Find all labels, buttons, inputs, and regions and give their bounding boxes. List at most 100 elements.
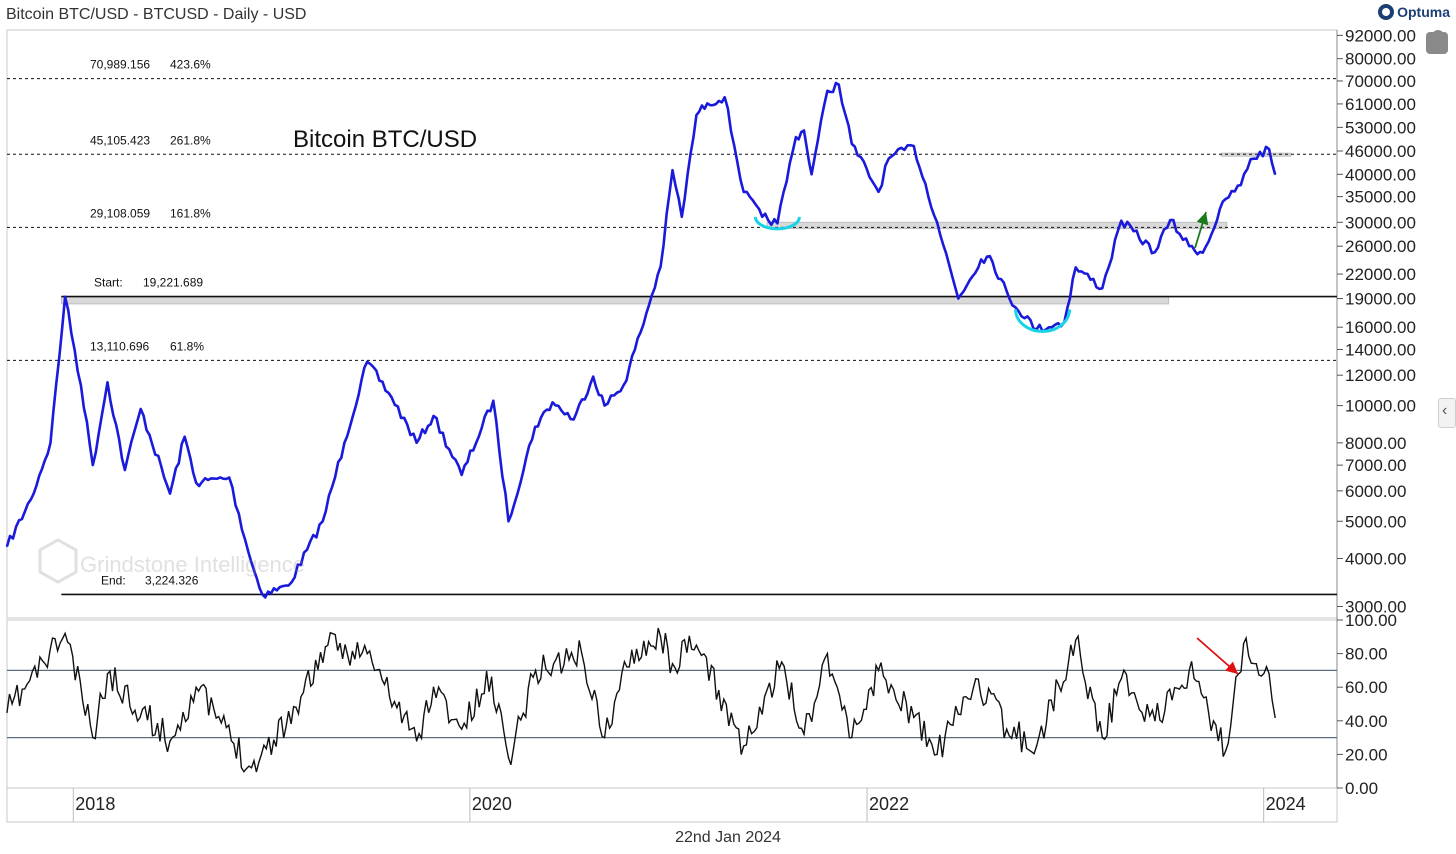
price-point [1074,266,1077,269]
watermark: Grindstone Intelligence [38,538,305,584]
rsi-point [6,711,8,714]
price-point [1154,251,1156,253]
price-y-tick-label: 6000.00 [1345,482,1406,501]
rsi-point [490,676,493,678]
rsi-point [671,662,674,665]
price-point [366,361,369,363]
cup-marker-2022 [1014,309,1072,333]
price-point [639,331,642,334]
price-point [261,593,264,596]
price-point [343,442,346,444]
rsi-point [761,713,763,715]
rsi-point [826,652,829,655]
rsi-point [250,767,253,769]
rsi-point [603,736,606,739]
rsi-point [743,745,745,747]
price-point [1120,219,1123,222]
price-y-tick-label: 61000.00 [1345,95,1416,114]
annotations [753,211,1239,675]
price-point [795,136,797,138]
lock-icon[interactable] [1426,30,1448,54]
price-point [64,295,66,298]
rsi-point [1242,642,1245,645]
brand-name: Optuma [1397,4,1450,20]
rsi-y-tick-label: 20.00 [1345,745,1388,764]
rsi-point [851,736,853,739]
series-layer [5,81,1277,773]
price-y-tick-label: 10000.00 [1345,397,1416,416]
time-axis-frame [6,787,1338,823]
rsi-point [534,669,537,672]
price-point [124,469,126,471]
price-point [887,157,890,160]
price-y-tick-label: 16000.00 [1345,318,1416,337]
price-point [1169,219,1172,221]
price-point [742,191,745,193]
optuma-logo-icon [1378,4,1395,20]
level-value: 19,221.689 [143,276,203,290]
chart-title: Bitcoin BTC/USD [293,126,477,153]
cup-marker-2021 [753,216,801,231]
price-point [695,114,698,117]
price-point [92,464,94,466]
level-value: 3,224.326 [145,573,199,587]
price-point [195,481,197,484]
price-y-tick-label: 26000.00 [1345,237,1416,256]
rsi-point [1005,728,1008,730]
rsi-point [877,669,880,672]
support-bands [60,152,1292,305]
price-point [6,545,8,548]
rsi-point [324,646,327,648]
price-point [659,265,662,268]
price-point [957,297,960,300]
price-point [551,401,554,404]
price-point [826,89,829,92]
price-y-tick-label: 30000.00 [1345,213,1416,232]
price-point [936,221,938,224]
price-point [851,143,853,145]
rsi-point [295,706,297,709]
price-y-tick-label: 12000.00 [1345,366,1416,385]
price-y-tick-label: 19000.00 [1345,290,1416,309]
price-y-tick-label: 53000.00 [1345,118,1416,137]
rsi-point [1120,678,1123,680]
rsi-point [195,686,197,688]
rsi-point [631,649,633,651]
up-arrow-head [1196,212,1209,226]
chart-header-title: Bitcoin BTC/USD - BTCUSD - Daily - USD [6,6,307,23]
rsi-point [169,740,171,742]
rsi-point [106,673,109,675]
level-percent: 423.6% [170,58,211,72]
price-point [1008,297,1011,300]
rsi-y-tick-label: 0.00 [1345,779,1378,798]
price-point [706,102,709,105]
price-point [803,129,805,132]
price-y-tick-label: 46000.00 [1345,142,1416,161]
rsi-point [432,686,435,688]
price-point [30,498,32,501]
price-point [810,173,813,176]
rsi-point [1074,639,1077,641]
price-point [1188,245,1191,247]
x-tick-label: 2018 [75,794,115,814]
rsi-y-tick-label: 40.00 [1345,712,1388,731]
price-point [1101,287,1104,290]
price-point [183,435,186,438]
rsi-point [1224,750,1227,752]
price-point [761,216,763,218]
rsi-point [695,644,698,646]
price-point [415,442,418,444]
price-y-tick-label: 40000.00 [1345,165,1416,184]
support-band [60,295,1170,305]
price-point [671,169,674,171]
rsi-point [957,713,960,715]
price-point [1240,184,1242,186]
x-tick-label: 2020 [472,794,512,814]
price-point [228,476,231,479]
price-point [80,384,82,387]
level-label: End: [101,573,126,587]
price-point [877,191,880,193]
rsi-point [936,753,938,756]
rsi-point [913,716,915,719]
price-point [49,442,52,444]
